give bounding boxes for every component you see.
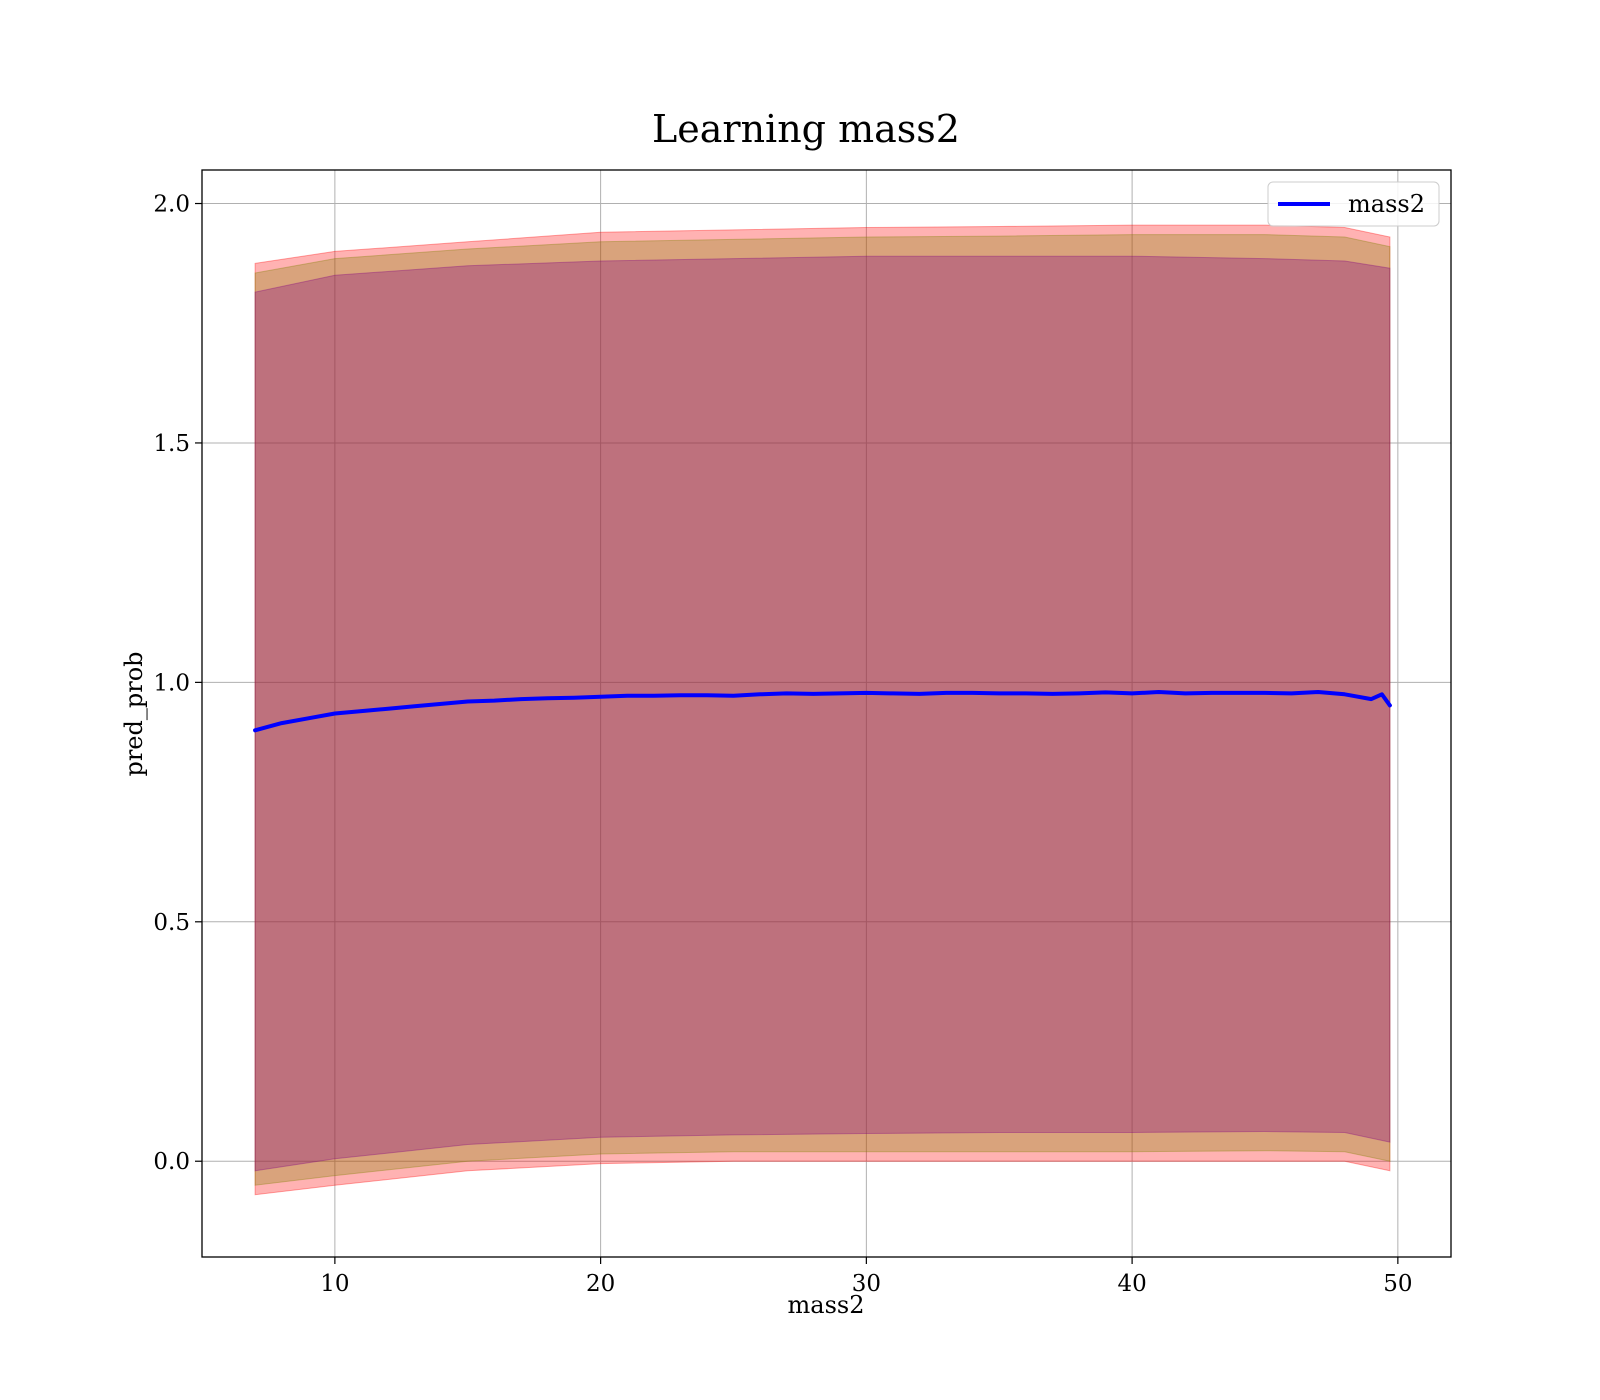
x-tick-label: 40: [1117, 1271, 1146, 1297]
grid: [202, 170, 1451, 1257]
series-line-mass2: [253, 690, 1392, 733]
x-axis-label: mass2: [788, 1291, 865, 1319]
y-tick-label: 0.0: [153, 1149, 190, 1175]
confidence-band: [254, 224, 1391, 1196]
legend: mass2: [1267, 181, 1440, 227]
confidence-band: [254, 255, 1391, 1172]
x-tick-label: 10: [320, 1271, 349, 1297]
y-tick-label: 2.0: [153, 192, 190, 218]
confidence-bands: [254, 224, 1391, 1196]
plot-frame: [201, 169, 1452, 1258]
chart-title: Learning mass2: [652, 107, 960, 151]
y-axis-label: pred_prob: [120, 651, 148, 776]
series-lines: [253, 690, 1392, 733]
legend-box: [1267, 181, 1440, 227]
y-tick-label: 1.0: [153, 670, 190, 696]
y-tick-label: 1.5: [153, 431, 190, 457]
x-tick-label: 30: [852, 1271, 881, 1297]
y-tick-label: 0.5: [153, 910, 190, 936]
axis-ticks: 10 20 30 40 50 0.0 0.5 1.0 1.5 2.0: [153, 192, 1412, 1297]
confidence-band: [254, 234, 1391, 1186]
x-tick-label: 50: [1383, 1271, 1412, 1297]
x-tick-label: 20: [586, 1271, 615, 1297]
legend-label-mass2: mass2: [1348, 190, 1425, 218]
